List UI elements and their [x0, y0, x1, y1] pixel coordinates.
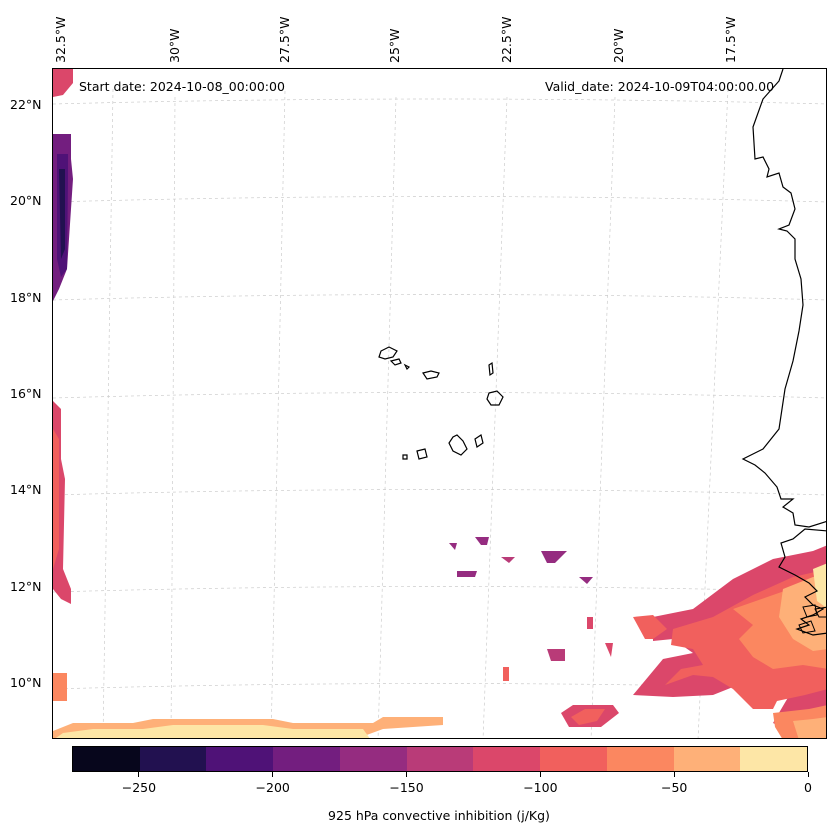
colorbar-segment — [673, 747, 741, 771]
colorbar-segment — [540, 747, 607, 771]
start-date-label: Start date: 2024-10-08_00:00:00 — [79, 79, 285, 94]
colorbar-segment — [139, 747, 207, 771]
africa-coastline — [741, 69, 826, 528]
colorbar-title: 925 hPa convective inhibition (j/Kg) — [328, 808, 550, 823]
colorbar-tick — [138, 772, 140, 777]
lat-label-14n: 14°N — [10, 482, 42, 497]
lon-label-22-5w: 22.5°W — [499, 16, 514, 63]
cin-patches-ocean — [449, 537, 619, 727]
lat-label-16n: 16°N — [10, 386, 42, 401]
lon-label-30w: 30°W — [167, 28, 182, 63]
colorbar-tick — [406, 772, 408, 777]
guinea-islands — [798, 604, 818, 634]
bissau-coast — [814, 606, 826, 618]
colorbar-segment — [473, 747, 541, 771]
colorbar-segment — [339, 747, 407, 771]
colorbar — [72, 746, 808, 772]
lon-label-17-5w: 17.5°W — [723, 16, 738, 63]
graticule — [53, 88, 826, 738]
cin-contour-south-band — [53, 717, 443, 738]
lat-label-20n: 20°N — [10, 193, 42, 208]
lon-label-27-5w: 27.5°W — [277, 16, 292, 63]
colorbar-tick — [539, 772, 541, 777]
cin-contour-west-north — [53, 69, 73, 301]
lon-label-32-5w: 32.5°W — [53, 16, 68, 63]
lon-label-20w: 20°W — [611, 28, 626, 63]
colorbar-segment — [740, 747, 808, 771]
cin-contour-west-mid — [53, 401, 71, 701]
valid-date-label: Valid_date: 2024-10-09T04:00:00.00 — [545, 79, 775, 94]
lat-label-18n: 18°N — [10, 290, 42, 305]
colorbar-segment — [206, 747, 274, 771]
colorbar-tick-label: −150 — [389, 780, 424, 795]
colorbar-segment — [73, 747, 140, 771]
colorbar-segment — [273, 747, 340, 771]
colorbar-tick-label: −200 — [255, 780, 290, 795]
africa-coastline-south — [778, 528, 826, 636]
cape-verde-islands — [378, 346, 504, 460]
colorbar-segment — [606, 747, 674, 771]
colorbar-tick — [272, 772, 274, 777]
colorbar-tick-label: 0 — [804, 780, 812, 795]
lat-label-12n: 12°N — [10, 579, 42, 594]
cin-contour-southeast — [633, 545, 826, 738]
lat-label-10n: 10°N — [10, 675, 42, 690]
lon-label-25w: 25°W — [387, 28, 402, 63]
map-canvas — [53, 69, 826, 738]
colorbar-tick — [807, 772, 809, 777]
colorbar-tick-label: −50 — [660, 780, 688, 795]
colorbar-segment — [406, 747, 474, 771]
colorbar-tick-label: −100 — [523, 780, 558, 795]
colorbar-tick-label: −250 — [121, 780, 157, 795]
colorbar-tick — [673, 772, 675, 777]
lat-label-22n: 22°N — [10, 97, 42, 112]
map-panel — [52, 68, 827, 739]
